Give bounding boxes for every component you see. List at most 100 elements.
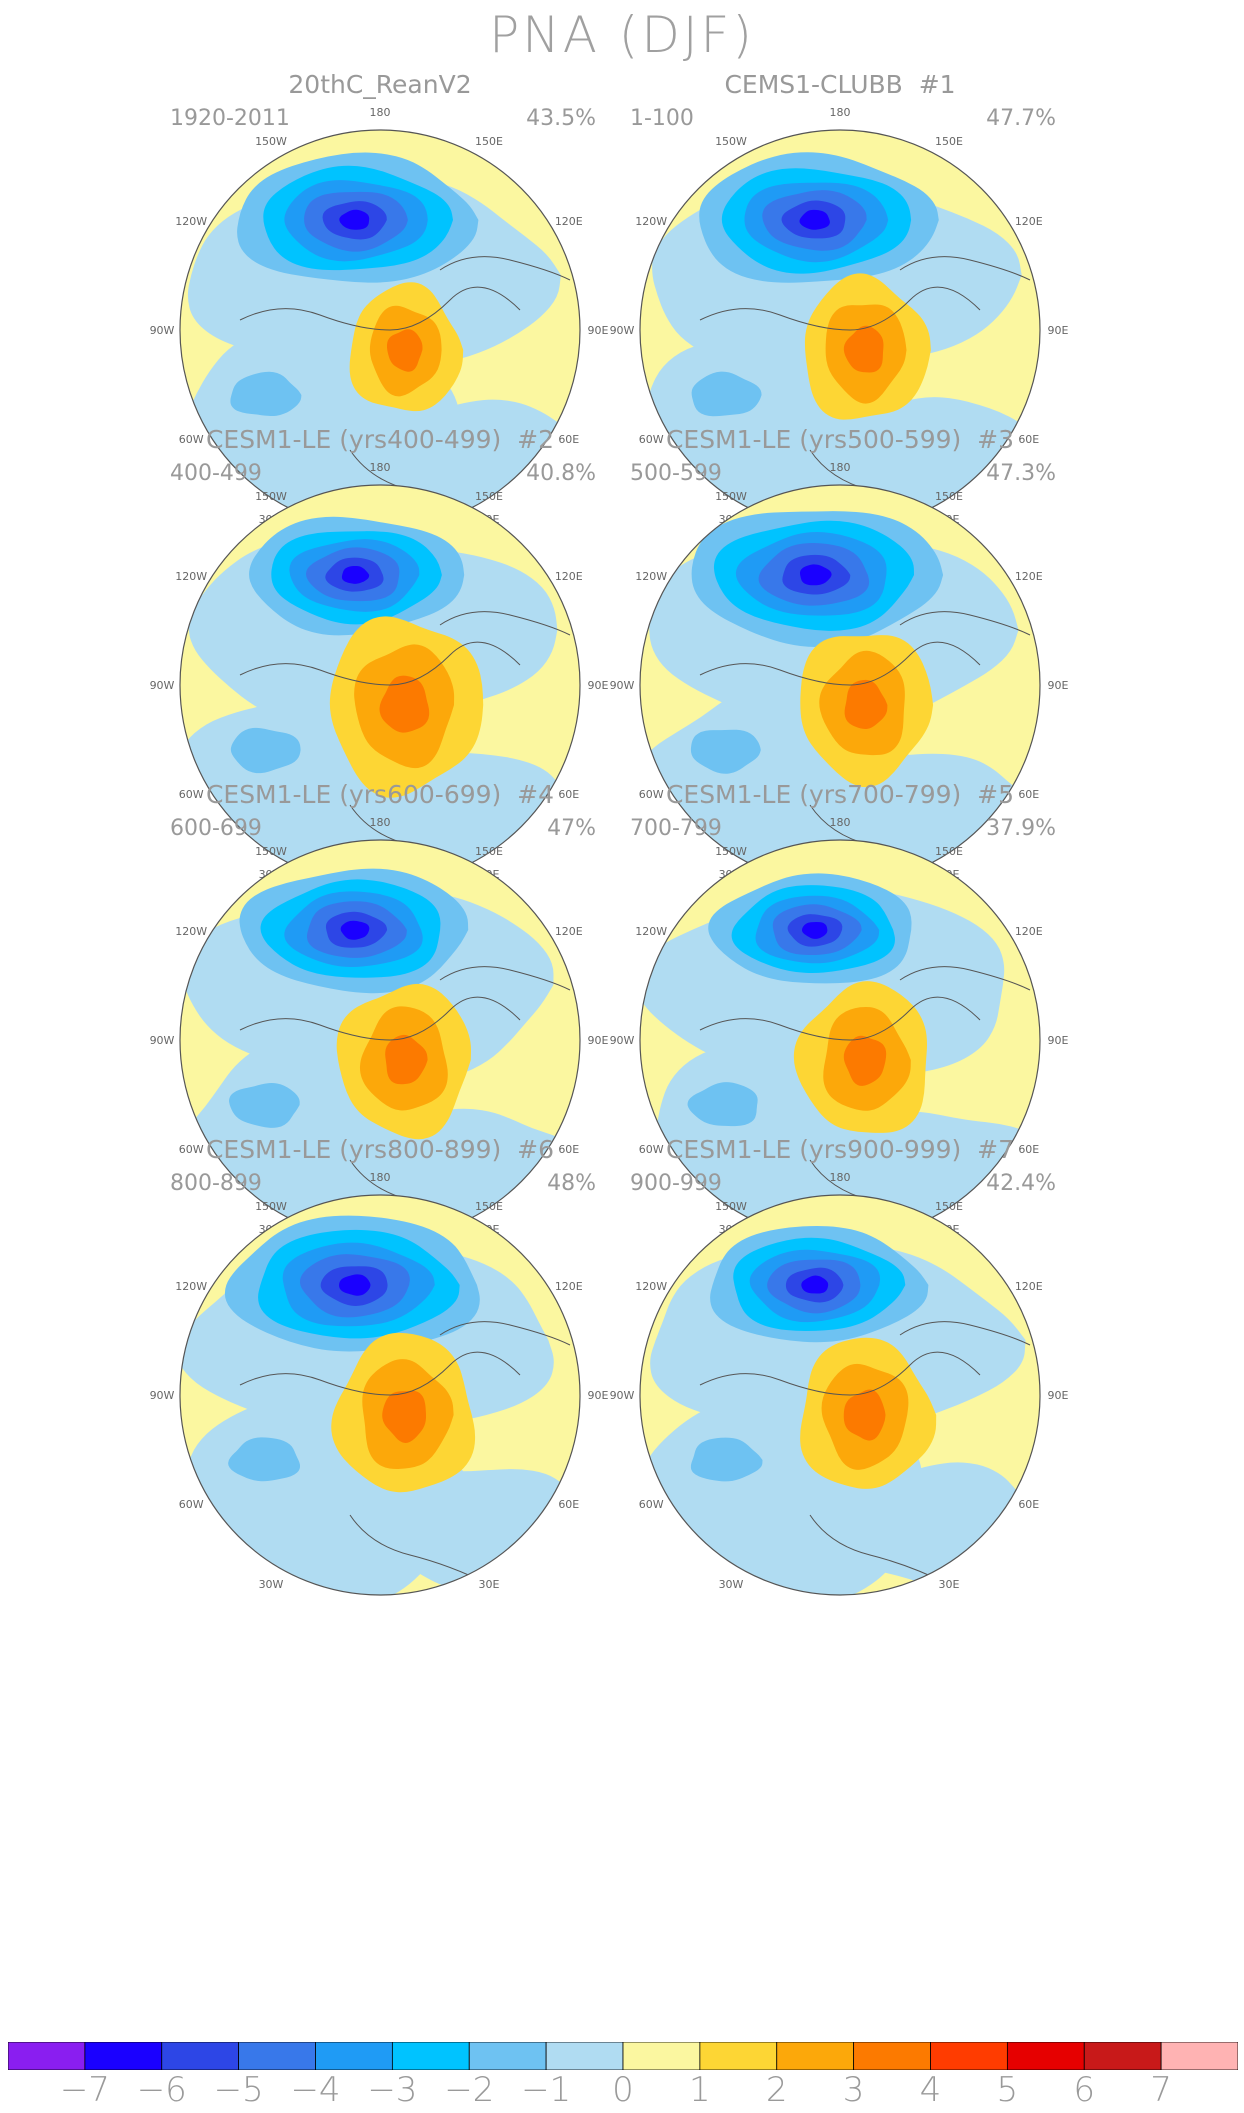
panel-years: 1-100 [630,106,694,131]
longitude-label: 60W [639,433,664,446]
colorbar [8,2042,1238,2070]
longitude-label: 60W [639,1143,664,1156]
longitude-label: 120E [555,215,583,228]
panel-variance-explained: 47.3% [986,461,1056,486]
longitude-label: 120E [1015,925,1043,938]
longitude-label: 150E [475,490,503,503]
longitude-label: 60E [1018,788,1039,801]
colorbar-tick-label: 5 [996,2070,1019,2110]
longitude-label: 60W [639,788,664,801]
longitude-label: 90E [588,1034,609,1047]
colorbar-tick-label: −1 [521,2070,572,2110]
colorbar-segment [545,2042,624,2070]
longitude-label: 30W [719,1578,744,1591]
longitude-label: 60E [558,1143,579,1156]
panel-title: CESM1-LE (yrs900-999) #7 [665,1135,1015,1164]
panel-years: 1920-2011 [170,106,290,131]
longitude-label: 90E [1048,1034,1069,1047]
longitude-label: 150W [715,135,747,148]
longitude-label: 90W [150,324,175,337]
longitude-label: 90W [610,1034,635,1047]
longitude-label: 150W [255,135,287,148]
longitude-label: 180 [370,461,391,474]
longitude-label: 90W [150,1389,175,1402]
colorbar-tick-label: 6 [1073,2070,1096,2110]
longitude-label: 120E [1015,570,1043,583]
colorbar-tick-label: 4 [919,2070,942,2110]
longitude-label: 90E [588,1389,609,1402]
longitude-label: 180 [370,1171,391,1184]
longitude-label: 90E [1048,324,1069,337]
panel-variance-explained: 42.4% [986,1171,1056,1196]
panel-years: 500-599 [630,461,722,486]
polar-map: 180150E120E90E60E30E030W60W90W120W150W [150,816,609,1241]
longitude-label: 120E [555,1280,583,1293]
longitude-label: 90W [610,679,635,692]
colorbar-tick-label: −7 [59,2070,110,2110]
longitude-label: 60E [1018,1498,1039,1511]
longitude-label: 150W [255,490,287,503]
panel-variance-explained: 43.5% [526,106,596,131]
panel-variance-explained: 37.9% [986,816,1056,841]
longitude-label: 90W [150,1034,175,1047]
colorbar-segment [161,2042,240,2070]
map-panel: CESM1-LE (yrs500-599) #3 500-599 47.3% 180 1… [610,425,1070,895]
longitude-label: 120W [175,925,207,938]
longitude-label: 150E [935,490,963,503]
longitude-label: 150E [475,845,503,858]
panel-title: CESM1-LE (yrs400-499) #2 [205,425,555,454]
longitude-label: 60W [179,788,204,801]
longitude-label: 150W [255,1200,287,1213]
panel-title: CEMS1-CLUBB #1 [724,70,956,99]
longitude-label: 120W [635,1280,667,1293]
colorbar-segment [84,2042,163,2070]
panel-variance-explained: 47% [547,816,596,841]
panel-title: CESM1-LE (yrs500-599) #3 [665,425,1015,454]
polar-map: 180150E120E90E60E30E030W60W90W120W150W [610,1171,1069,1596]
colorbar-tick-label: −6 [136,2070,187,2110]
longitude-label: 120E [555,925,583,938]
longitude-label: 90E [588,324,609,337]
longitude-label: 150E [475,135,503,148]
panel-variance-explained: 40.8% [526,461,596,486]
longitude-label: 180 [830,1171,851,1184]
longitude-label: 60W [179,1498,204,1511]
map-panel: CESM1-LE (yrs600-699) #4 600-699 47% 180 150… [150,780,610,1250]
polar-map: 180150E120E90E60E30E030W60W90W120W150W [610,461,1069,886]
panel-years: 600-699 [170,816,262,841]
map-panel: CESM1-LE (yrs900-999) #7 900-999 42.4% 180 1… [610,1135,1070,1605]
map-panel: CESM1-LE (yrs800-899) #6 800-899 48% 180 150… [150,1135,610,1605]
longitude-label: 180 [830,461,851,474]
longitude-label: 150W [715,490,747,503]
colorbar-segment [468,2042,547,2070]
longitude-label: 60E [558,433,579,446]
panel-title: CESM1-LE (yrs600-699) #4 [205,780,555,809]
colorbar-tick-label: −4 [290,2070,341,2110]
longitude-label: 60E [1018,1143,1039,1156]
longitude-label: 150E [935,845,963,858]
colorbar-segment [930,2042,1008,2070]
longitude-label: 120W [635,215,667,228]
longitude-label: 150E [475,1200,503,1213]
longitude-label: 120W [175,1280,207,1293]
longitude-label: 90W [610,1389,635,1402]
map-panel: 20thC_ReanV2 1920-2011 43.5% 180 150E 120E 90E… [150,70,610,540]
colorbar-segment [391,2042,470,2070]
longitude-label: 60W [179,1143,204,1156]
panel-years: 700-799 [630,816,722,841]
colorbar-tick-label: 1 [689,2070,711,2110]
longitude-label: 90E [1048,679,1069,692]
colorbar-tick-label: 7 [1150,2070,1172,2110]
longitude-label: 90E [588,679,609,692]
colorbar-segment [776,2042,855,2070]
panel-years: 900-999 [630,1171,722,1196]
colorbar-segment [315,2042,393,2070]
colorbar-segment [238,2042,316,2070]
longitude-label: 150E [935,135,963,148]
panel-title: CESM1-LE (yrs700-799) #5 [665,780,1015,809]
longitude-label: 60E [558,1498,579,1511]
longitude-label: 180 [830,816,851,829]
figure-title: PNA (DJF) [489,6,755,64]
longitude-label: 30W [259,1578,284,1591]
longitude-label: 60E [558,788,579,801]
